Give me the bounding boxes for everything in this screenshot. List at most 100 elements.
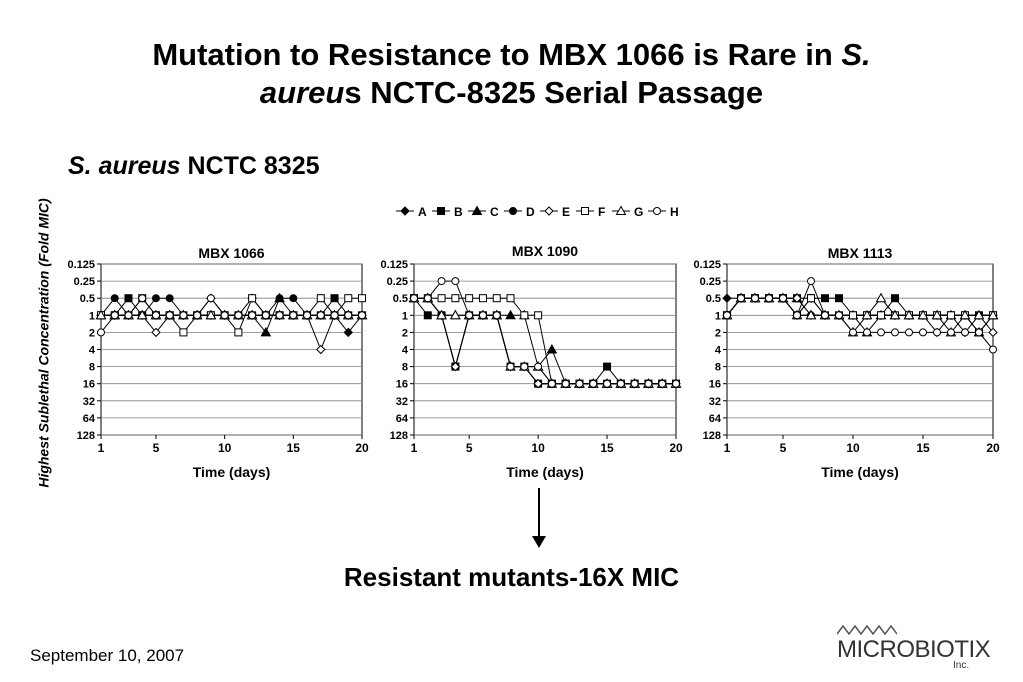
series-h <box>97 294 366 337</box>
data-point <box>947 311 955 320</box>
data-point <box>547 379 556 388</box>
data-point <box>534 362 543 371</box>
data-point <box>616 379 625 388</box>
y-tick-label: 32 <box>83 396 95 408</box>
x-tick-label: 5 <box>466 441 473 455</box>
subtitle-rest: NCTC 8325 <box>180 152 320 180</box>
data-point <box>151 327 161 338</box>
legend-marker <box>581 207 589 215</box>
x-tick-label: 1 <box>724 441 731 455</box>
data-point <box>931 309 943 320</box>
y-tick-label: 2 <box>402 327 408 339</box>
data-point <box>961 328 969 337</box>
data-point <box>751 294 759 303</box>
y-tick-label: 16 <box>396 379 408 391</box>
x-axis-label: Time (days) <box>821 464 899 480</box>
data-point <box>478 311 487 320</box>
logo-wordmark: MICROBIOTIX <box>837 636 991 663</box>
y-tick-label: 0.125 <box>67 259 95 271</box>
y-tick-label: 2 <box>715 327 721 339</box>
data-point <box>947 328 955 337</box>
data-point <box>765 294 773 303</box>
data-point <box>919 328 927 337</box>
data-point <box>835 311 843 320</box>
data-point <box>330 294 339 303</box>
data-point <box>261 311 270 320</box>
data-point <box>179 328 188 337</box>
data-point <box>793 311 801 320</box>
y-tick-label: 128 <box>390 430 408 442</box>
presentation-date: September 10, 2007 <box>30 646 185 665</box>
legend-label: E <box>562 205 570 219</box>
data-point <box>275 311 284 320</box>
data-point <box>436 309 447 320</box>
data-point <box>987 309 999 320</box>
y-tick-label: 1 <box>402 310 408 322</box>
data-point <box>358 294 366 303</box>
legend-marker <box>544 206 554 216</box>
chart-2 <box>408 263 682 439</box>
y-tick-label: 0.125 <box>693 259 721 271</box>
data-point <box>630 379 639 388</box>
data-point <box>933 328 941 337</box>
data-point <box>849 328 857 337</box>
data-point <box>437 294 446 303</box>
legend: A B C D E F G H <box>396 205 679 219</box>
y-tick-label: 8 <box>402 362 408 374</box>
y-tick-label: 0.5 <box>706 293 721 305</box>
data-point <box>975 328 983 337</box>
chart-title: MBX 1113 <box>828 245 893 261</box>
data-point <box>973 309 985 320</box>
data-point <box>737 294 745 303</box>
data-point <box>289 294 298 303</box>
data-point <box>124 311 133 320</box>
y-tick-label: 0.5 <box>393 293 408 305</box>
data-point <box>478 294 487 303</box>
data-point <box>423 294 432 303</box>
data-point <box>316 311 325 320</box>
data-point <box>248 294 257 303</box>
data-point <box>410 294 418 303</box>
data-point <box>877 328 885 337</box>
y-tick-label: 0.25 <box>700 276 721 288</box>
data-point <box>451 294 460 303</box>
y-tick-label: 0.125 <box>380 259 408 271</box>
data-point <box>97 328 105 337</box>
legend-label: C <box>490 205 499 219</box>
data-point <box>450 361 461 372</box>
data-point <box>889 309 901 320</box>
y-tick-label: 128 <box>703 430 721 442</box>
chart-3 <box>721 263 999 439</box>
data-point <box>959 309 971 320</box>
subtitle-italic: S. aureus <box>68 152 181 180</box>
title-part-1: Mutation to Resistance to MBX 1066 is Ra… <box>152 37 842 72</box>
data-point <box>505 309 516 320</box>
x-tick-label: 10 <box>218 441 232 455</box>
y-tick-label: 4 <box>89 345 96 357</box>
logo-wave-icon <box>837 624 897 636</box>
data-point <box>506 294 515 303</box>
data-point <box>875 292 887 303</box>
y-tick-label: 2 <box>89 327 95 339</box>
data-point <box>492 311 501 320</box>
data-point <box>193 311 202 320</box>
x-tick-label: 10 <box>846 441 860 455</box>
data-point <box>891 294 899 303</box>
x-tick-label: 20 <box>669 441 683 455</box>
data-point <box>330 311 339 320</box>
series-h <box>723 277 997 354</box>
microbiotix-logo: MICROBIOTIX Inc. <box>833 624 991 674</box>
slide-subtitle: S. aureus NCTC 8325 <box>68 152 320 181</box>
x-tick-label: 15 <box>287 441 301 455</box>
y-tick-label: 8 <box>715 362 721 374</box>
data-point <box>465 294 474 303</box>
data-point <box>138 294 147 303</box>
data-point <box>863 328 871 337</box>
title-italic-1: S. <box>841 37 871 72</box>
data-point <box>792 293 802 303</box>
x-tick-label: 15 <box>916 441 930 455</box>
data-point <box>303 311 312 320</box>
legend-label: H <box>670 205 679 219</box>
x-tick-label: 1 <box>411 441 418 455</box>
data-point <box>344 294 353 303</box>
